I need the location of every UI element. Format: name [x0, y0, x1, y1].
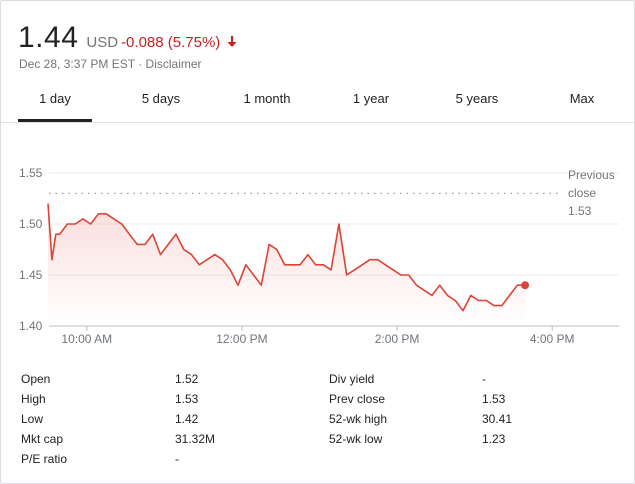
- stat-row: 52-wk low 1.23: [329, 429, 619, 449]
- price-line: [47, 203, 526, 312]
- stat-row: Div yield -: [329, 369, 619, 389]
- y-tick-label: 1.40: [19, 319, 43, 333]
- stat-label: 52-wk high: [329, 412, 388, 426]
- tab-5-days[interactable]: 5 days: [141, 91, 181, 106]
- y-tick-label: 1.50: [19, 217, 43, 231]
- stat-label: P/E ratio: [21, 452, 68, 466]
- y-tick-label: 1.55: [19, 166, 43, 180]
- price-chart-svg: 1.55 1.50 1.45 1.40 10:00 AM 12:00 PM 2:00 PM 4…: [19, 166, 619, 346]
- x-tick-label: 10:00 AM: [61, 332, 112, 346]
- x-tick-label: 12:00 PM: [216, 332, 267, 346]
- tab-5-years[interactable]: 5 years: [455, 91, 499, 106]
- stat-label: Open: [21, 372, 51, 386]
- current-price: 1.44: [18, 21, 79, 54]
- stat-value: 1.52: [175, 372, 199, 386]
- stat-row: P/E ratio -: [21, 449, 311, 469]
- quote-meta: Dec 28, 3:37 PM EST · Disclaimer: [19, 57, 202, 71]
- stat-label: Low: [21, 412, 44, 426]
- last-price-dot: [521, 281, 530, 290]
- tab-1-year[interactable]: 1 year: [352, 91, 390, 106]
- x-tick-label: 2:00 PM: [375, 332, 420, 346]
- currency-code: USD: [86, 34, 119, 51]
- stat-value: 31.32M: [175, 432, 216, 446]
- stat-value: -: [175, 452, 179, 466]
- stat-label: High: [21, 392, 46, 406]
- quote-header: 1.44 USD -0.088 (5.75%): [18, 21, 238, 55]
- disclaimer-link[interactable]: Disclaimer: [145, 57, 202, 71]
- stat-value: 1.42: [175, 412, 199, 426]
- stat-label: Prev close: [329, 392, 386, 406]
- down-arrow-icon: [226, 35, 238, 49]
- stat-row: High 1.53: [21, 389, 311, 409]
- previous-close-label: Previous: [568, 168, 615, 182]
- stat-value: 1.53: [175, 392, 199, 406]
- stat-row: Low 1.42: [21, 409, 311, 429]
- price-change: -0.088 (5.75%): [121, 34, 221, 51]
- tab-1-month[interactable]: 1 month: [243, 91, 291, 106]
- quote-timestamp: Dec 28, 3:37 PM EST: [19, 57, 135, 71]
- meta-separator: ·: [138, 57, 143, 71]
- tab-1-day[interactable]: 1 day: [18, 79, 92, 122]
- stat-label: Div yield: [329, 372, 375, 386]
- stat-value: -: [482, 372, 486, 386]
- stat-label: 52-wk low: [329, 432, 383, 446]
- previous-close-label: 1.53: [568, 204, 592, 218]
- stat-label: Mkt cap: [21, 432, 64, 446]
- tab-max[interactable]: Max: [569, 91, 595, 106]
- stat-row: Open 1.52: [21, 369, 311, 389]
- stat-value: 30.41: [482, 412, 513, 426]
- stat-value: 1.23: [482, 432, 506, 446]
- time-range-tabs: 1 day 5 days 1 month 1 year 5 years Max: [1, 79, 635, 123]
- stat-row: 52-wk high 30.41: [329, 409, 619, 429]
- stat-value: 1.53: [482, 392, 506, 406]
- y-tick-label: 1.45: [19, 268, 43, 282]
- stat-row: Mkt cap 31.32M: [21, 429, 311, 449]
- stat-row: Prev close 1.53: [329, 389, 619, 409]
- previous-close-label: close: [568, 186, 596, 200]
- x-tick-label: 4:00 PM: [530, 332, 575, 346]
- price-chart[interactable]: 1.55 1.50 1.45 1.40 10:00 AM 12:00 PM 2:00 PM 4…: [1, 141, 635, 351]
